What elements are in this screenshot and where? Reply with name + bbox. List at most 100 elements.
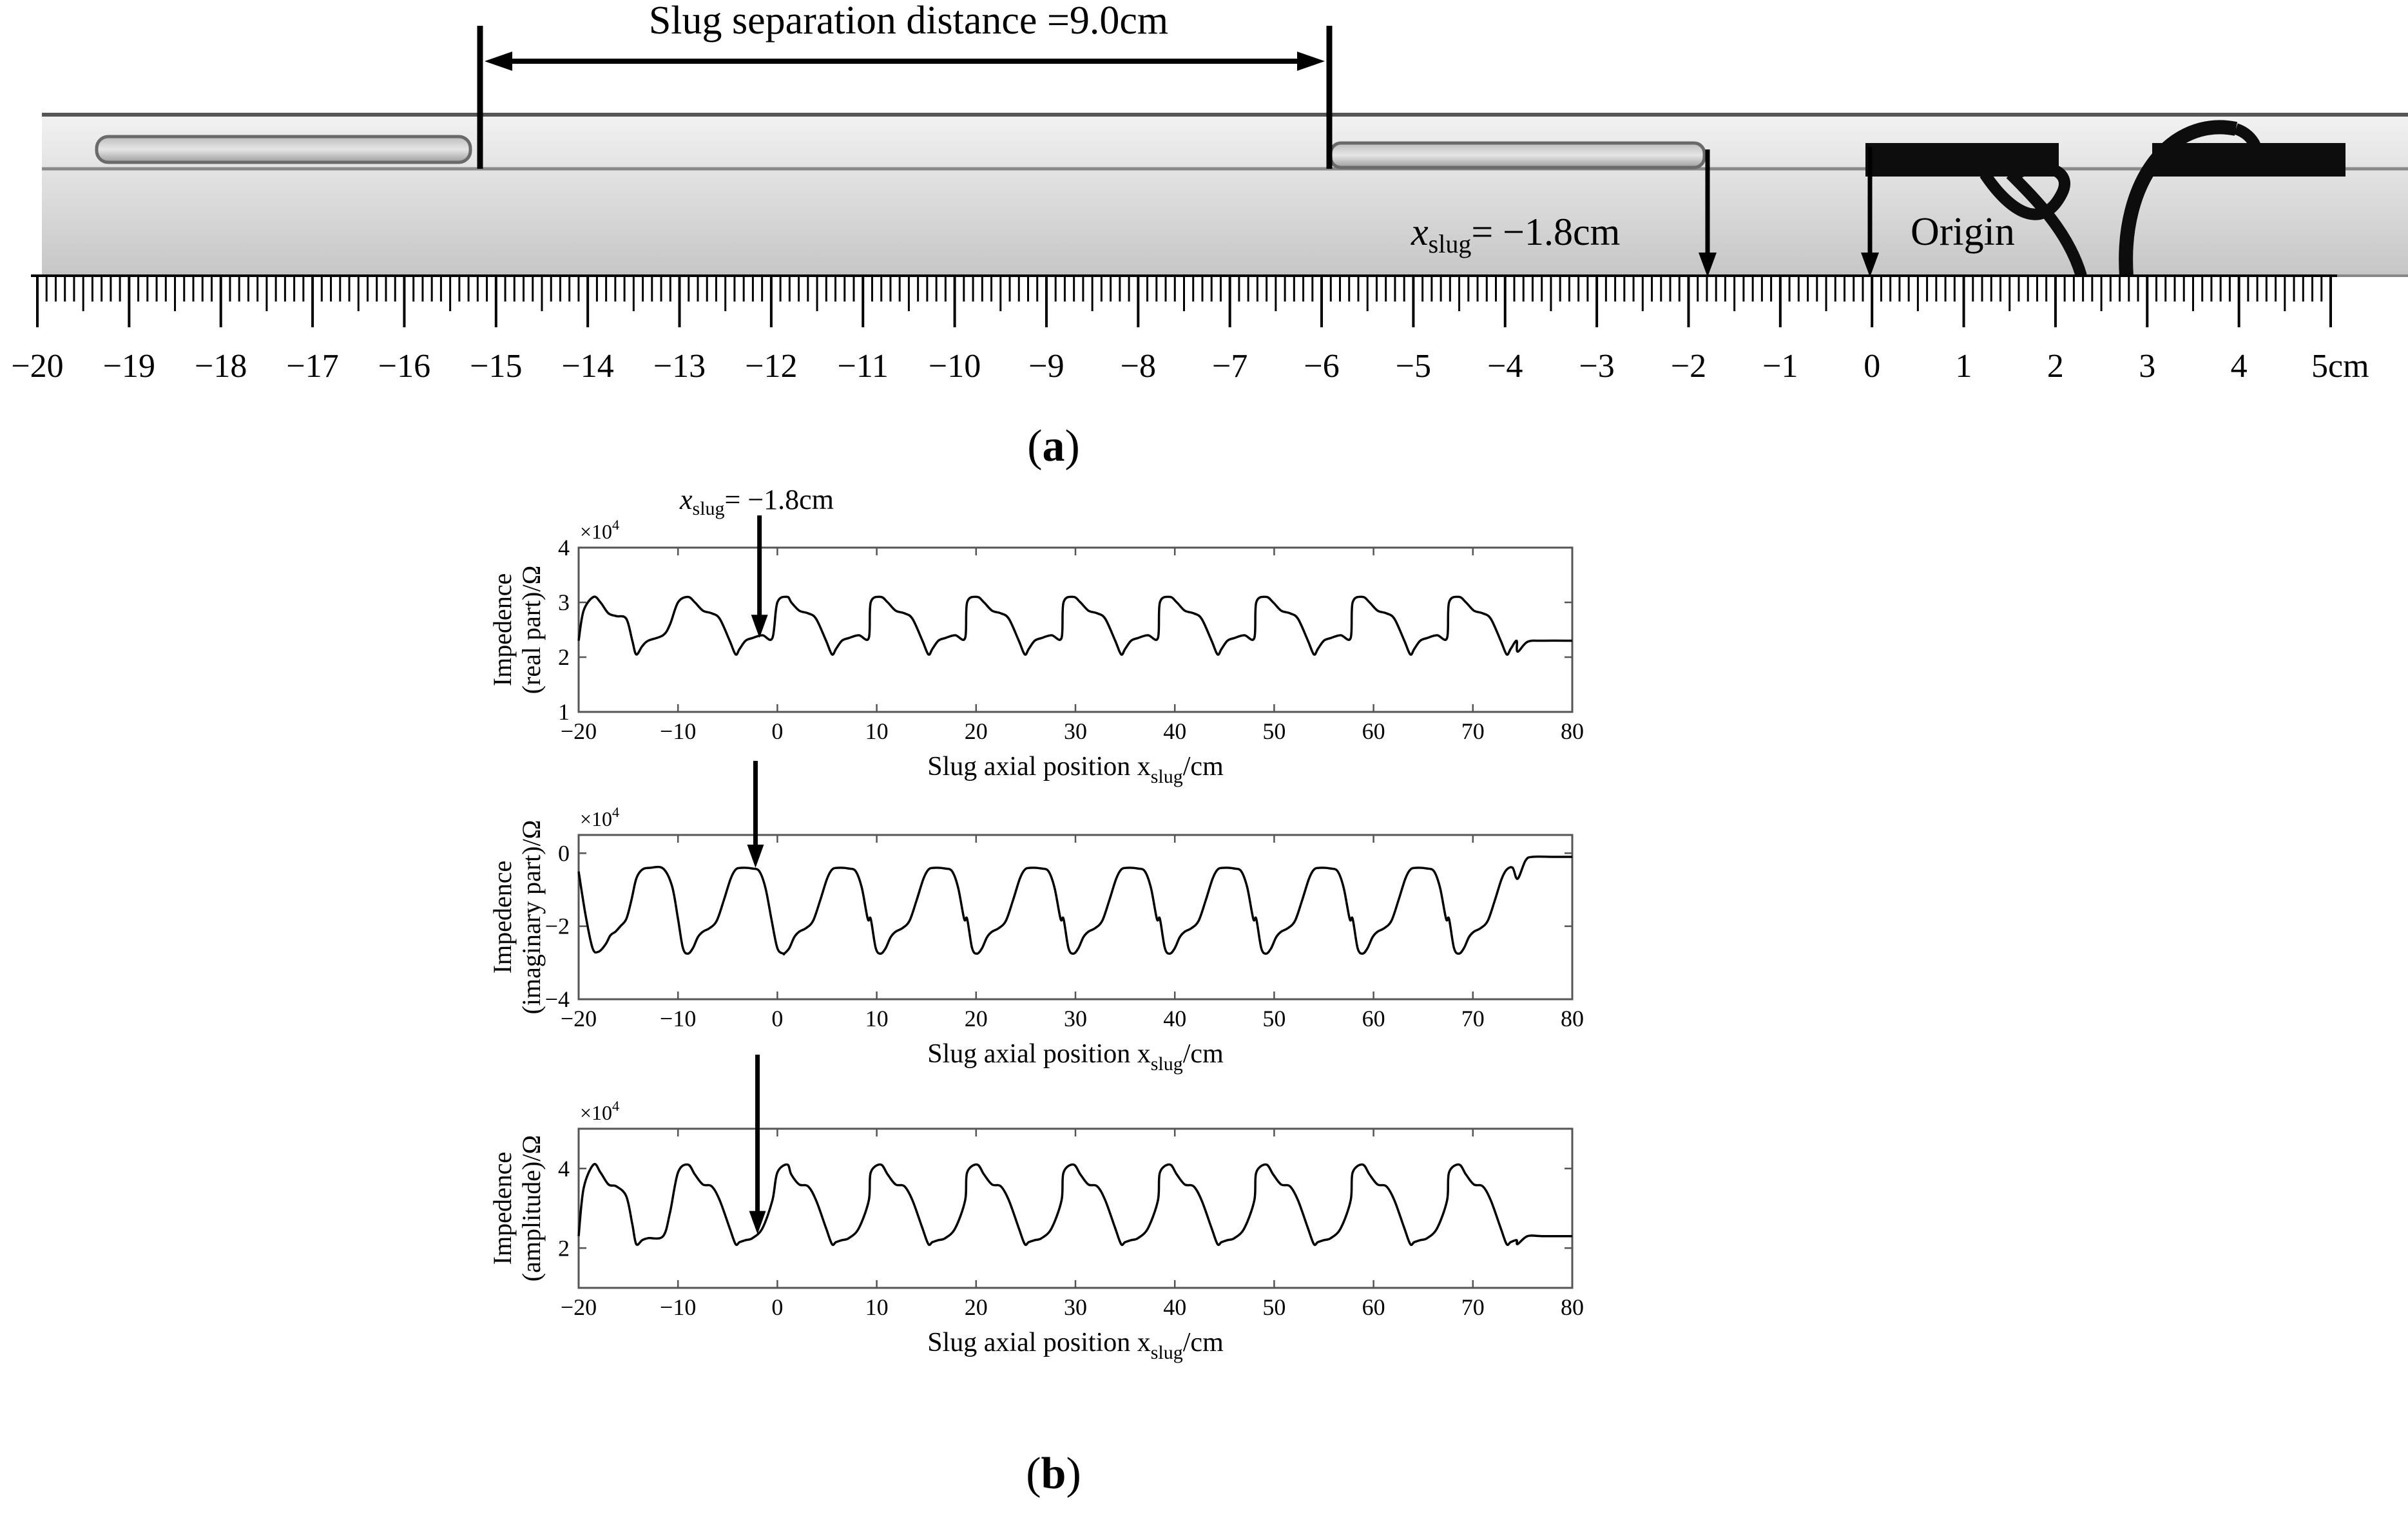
plot-frame xyxy=(577,1127,1574,1289)
ruler-label: −8 xyxy=(1121,348,1156,385)
y-tick-label: 2 xyxy=(558,1235,570,1261)
x-tick-label: 20 xyxy=(965,1006,988,1031)
ruler-label: 5cm xyxy=(2311,348,2369,385)
x-tick-label: 60 xyxy=(1362,1294,1385,1320)
chart-arrow-label: xslug= −1.8cm xyxy=(679,484,834,519)
plot-frame xyxy=(577,834,1574,1001)
y-axis-label-line2: (real part)/Ω xyxy=(517,566,546,695)
origin-arrowhead xyxy=(1861,253,1879,277)
wire-loop xyxy=(1979,162,2070,220)
x-tick-label: 20 xyxy=(965,718,988,744)
wire-left xyxy=(2006,169,2087,278)
gas-slug-left xyxy=(95,135,472,164)
x-axis-label-unit: /cm xyxy=(1183,1039,1224,1069)
separation-label: Slug separation distance =9.0cm xyxy=(649,0,1168,43)
gas-slug-right xyxy=(1329,141,1706,169)
y-tick-label: −4 xyxy=(545,986,570,1012)
x-tick-label: 40 xyxy=(1163,1006,1186,1031)
y-exponent: ×104 xyxy=(580,1098,619,1124)
x-tick-label: 60 xyxy=(1362,718,1385,744)
chart-arrow-label-var: x xyxy=(679,484,693,515)
x-tick-label: 10 xyxy=(865,718,889,744)
x-tick-label: 30 xyxy=(1064,1006,1087,1031)
x-axis-label: Slug axial position xslug/cm xyxy=(927,1039,1224,1075)
x-tick-label: −10 xyxy=(660,1006,696,1031)
caption-b: (b) xyxy=(1026,1449,1081,1499)
y-exponent-base: ×10 xyxy=(580,1101,612,1124)
x-tick-label: 40 xyxy=(1163,718,1186,744)
ruler-label: 4 xyxy=(2231,348,2248,385)
ruler-label: −11 xyxy=(838,348,889,385)
x-tick-label: 0 xyxy=(771,718,783,744)
chart-imaginary: −20 −10 0 10 20 30 40 50 60 70 80−4−20×104Impedenc… xyxy=(488,761,1584,1075)
x-tick-label: 50 xyxy=(1262,1294,1286,1320)
x-tick-label: 80 xyxy=(1561,718,1584,744)
y-tick-label: 0 xyxy=(558,840,570,866)
series-line xyxy=(577,1162,1572,1247)
electrode-right xyxy=(2152,143,2345,177)
xslug-label-value: = −1.8cm xyxy=(1471,211,1620,253)
ruler-label: −18 xyxy=(195,348,247,385)
ruler-label: −17 xyxy=(286,348,338,385)
y-axis-label-line2: (imaginary part)/Ω xyxy=(517,820,546,1015)
caption-b-open: ( xyxy=(1026,1449,1041,1499)
x-axis-label-main: Slug axial position x xyxy=(927,752,1151,781)
y-axis-label-line2: (amplitude)/Ω xyxy=(517,1135,546,1281)
ruler-label: −3 xyxy=(1579,348,1614,385)
x-axis-label: Slug axial position xslug/cm xyxy=(927,752,1224,787)
ruler-label: −12 xyxy=(745,348,797,385)
xslug-label-sub: slug xyxy=(1429,229,1472,258)
x-tick-label: 80 xyxy=(1561,1006,1584,1031)
plot-frame xyxy=(577,546,1574,713)
y-axis-label-line1: Impedence xyxy=(488,573,517,686)
ruler-label: 2 xyxy=(2047,348,2064,385)
ruler-label: −4 xyxy=(1487,348,1523,385)
y-tick-label: 3 xyxy=(558,589,570,615)
chart-real: −20 −10 0 10 20 30 40 50 60 70 801234×104Impedence… xyxy=(488,515,1584,787)
y-exponent: ×104 xyxy=(580,517,619,543)
x-tick-label: 10 xyxy=(865,1006,889,1031)
xslug-label-var: x xyxy=(1411,211,1429,253)
x-tick-label: 0 xyxy=(771,1294,783,1320)
x-axis-label-unit: /cm xyxy=(1183,1328,1224,1357)
caption-a-open: ( xyxy=(1027,421,1042,471)
ruler-label: −5 xyxy=(1396,348,1431,385)
x-tick-label: 50 xyxy=(1262,718,1286,744)
x-axis-label: Slug axial position xslug/cm xyxy=(927,1328,1224,1363)
x-tick-label: 0 xyxy=(771,1006,783,1031)
ruler-label: −13 xyxy=(653,348,706,385)
ruler-label: −6 xyxy=(1304,348,1339,385)
slug-arrowhead xyxy=(751,615,768,638)
x-tick-label: 20 xyxy=(965,1294,988,1320)
y-exponent-base: ×10 xyxy=(580,807,612,830)
x-tick-label: −20 xyxy=(561,1294,597,1320)
separation-arrowhead-left xyxy=(485,52,512,71)
y-exponent-base: ×10 xyxy=(580,520,612,543)
ruler-label: −16 xyxy=(378,348,430,385)
x-axis-label-sub: slug xyxy=(1151,766,1183,787)
xslug-arrowhead xyxy=(1699,253,1717,277)
ruler-label: −20 xyxy=(11,348,63,385)
x-tick-label: 70 xyxy=(1461,718,1485,744)
series-line xyxy=(577,855,1572,955)
x-tick-label: −10 xyxy=(660,718,696,744)
separation-arrowhead-right xyxy=(1297,52,1325,71)
slug-arrowhead xyxy=(747,845,764,868)
wire-right-end xyxy=(2233,123,2264,171)
y-exponent: ×104 xyxy=(580,804,619,830)
x-tick-label: 10 xyxy=(865,1294,889,1320)
y-tick-label: 4 xyxy=(558,1156,570,1182)
x-tick-label: −10 xyxy=(660,1294,696,1320)
x-tick-label: 70 xyxy=(1461,1006,1485,1031)
origin-label: Origin xyxy=(1911,210,2015,254)
caption-a: (a) xyxy=(1027,421,1080,471)
x-tick-label: 80 xyxy=(1561,1294,1584,1320)
x-tick-label: 30 xyxy=(1064,718,1087,744)
x-tick-label: 40 xyxy=(1163,1294,1186,1320)
ruler-label: 3 xyxy=(2139,348,2155,385)
x-tick-label: −20 xyxy=(561,718,597,744)
y-axis-label-line1: Impedence xyxy=(488,1152,517,1265)
panel-a-photo: −20 −19 −18 −17 −16 −15 −14 −13 −12 −11 −10 −9 −8 −7−… xyxy=(11,0,2408,471)
x-tick-label: 60 xyxy=(1362,1006,1385,1031)
